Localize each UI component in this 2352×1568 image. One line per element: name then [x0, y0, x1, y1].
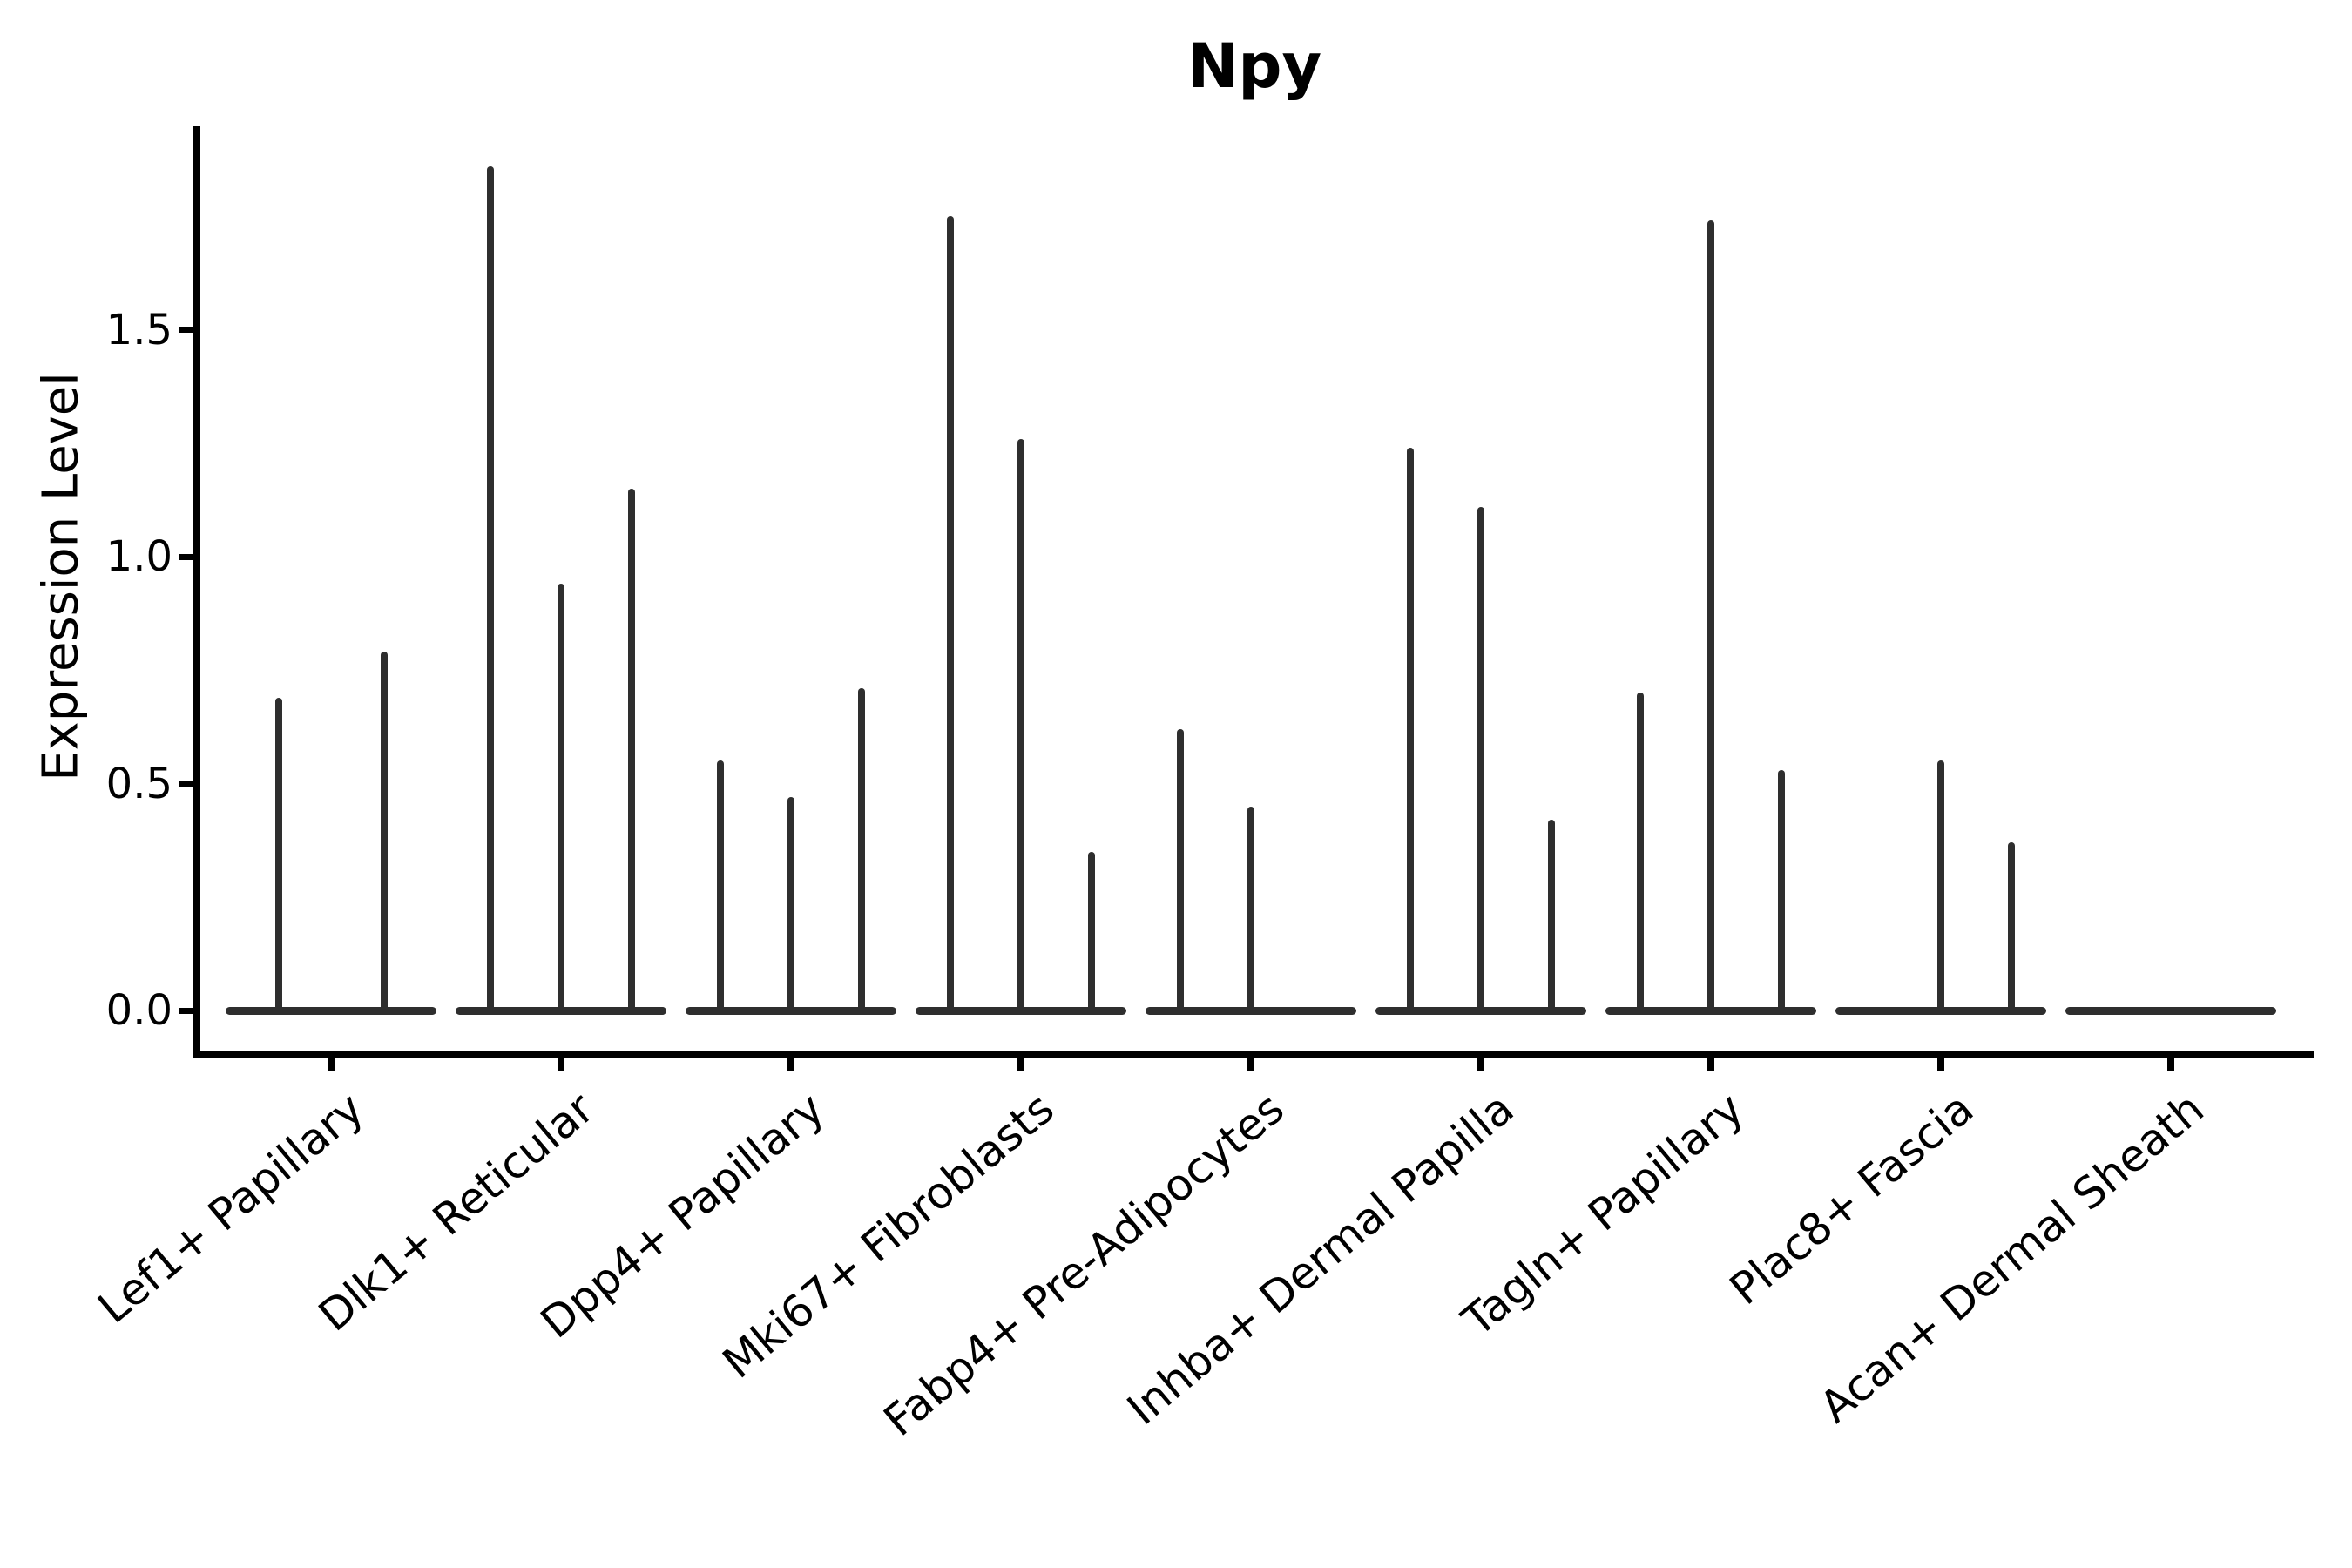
- y-tick-label: 1.5: [105, 305, 172, 355]
- chart-title: Npy: [1186, 30, 1322, 102]
- violin-spike: [627, 488, 635, 1012]
- violin-spike: [1177, 728, 1185, 1012]
- violin-spike: [487, 166, 495, 1012]
- violin-spike: [380, 652, 388, 1012]
- y-tick-mark: [179, 1007, 193, 1014]
- y-tick-mark: [179, 327, 193, 333]
- x-tick-mark: [1017, 1058, 1024, 1071]
- violin-spike: [2007, 842, 2015, 1012]
- violin-spike: [1247, 806, 1254, 1012]
- y-tick-label: 0.5: [105, 759, 172, 808]
- x-axis-spine: [193, 1051, 2314, 1058]
- violin-spike: [1937, 760, 1944, 1012]
- x-tick-label: Inhba+ Dermal Papilla: [1118, 1083, 1524, 1435]
- violin-spike: [1777, 769, 1785, 1012]
- violin-spike: [1017, 438, 1024, 1012]
- violin-spike: [947, 216, 955, 1012]
- x-tick-mark: [558, 1058, 564, 1071]
- violin-spike: [1707, 220, 1714, 1012]
- x-tick-mark: [328, 1058, 335, 1071]
- violin-spike: [787, 797, 794, 1012]
- x-tick-mark: [1707, 1058, 1714, 1071]
- violin-baseline: [226, 1006, 436, 1015]
- x-tick-label: Fabp4+ Pre-Adipocytes: [874, 1083, 1294, 1446]
- x-tick-mark: [1477, 1058, 1484, 1071]
- y-tick-mark: [179, 781, 193, 787]
- violin-spike: [1637, 693, 1645, 1012]
- x-tick-label: Acan+ Dermal Sheath: [1810, 1083, 2213, 1433]
- violin-spike: [1477, 506, 1484, 1012]
- violin-spike: [1087, 851, 1095, 1012]
- violin-spike: [558, 584, 564, 1012]
- y-tick-mark: [179, 553, 193, 560]
- violin-spike: [1407, 447, 1415, 1012]
- violin-spike: [1547, 820, 1555, 1012]
- violin-spike: [717, 760, 725, 1012]
- y-tick-label: 0.0: [105, 986, 172, 1035]
- y-tick-label: 1.0: [105, 532, 172, 581]
- x-tick-mark: [2167, 1058, 2174, 1071]
- x-tick-mark: [1937, 1058, 1944, 1071]
- violin-baseline: [2065, 1006, 2276, 1015]
- violin-spike: [274, 697, 282, 1012]
- y-axis-spine: [193, 126, 200, 1058]
- x-tick-mark: [1247, 1058, 1254, 1071]
- violin-spike: [857, 688, 865, 1012]
- x-tick-mark: [787, 1058, 794, 1071]
